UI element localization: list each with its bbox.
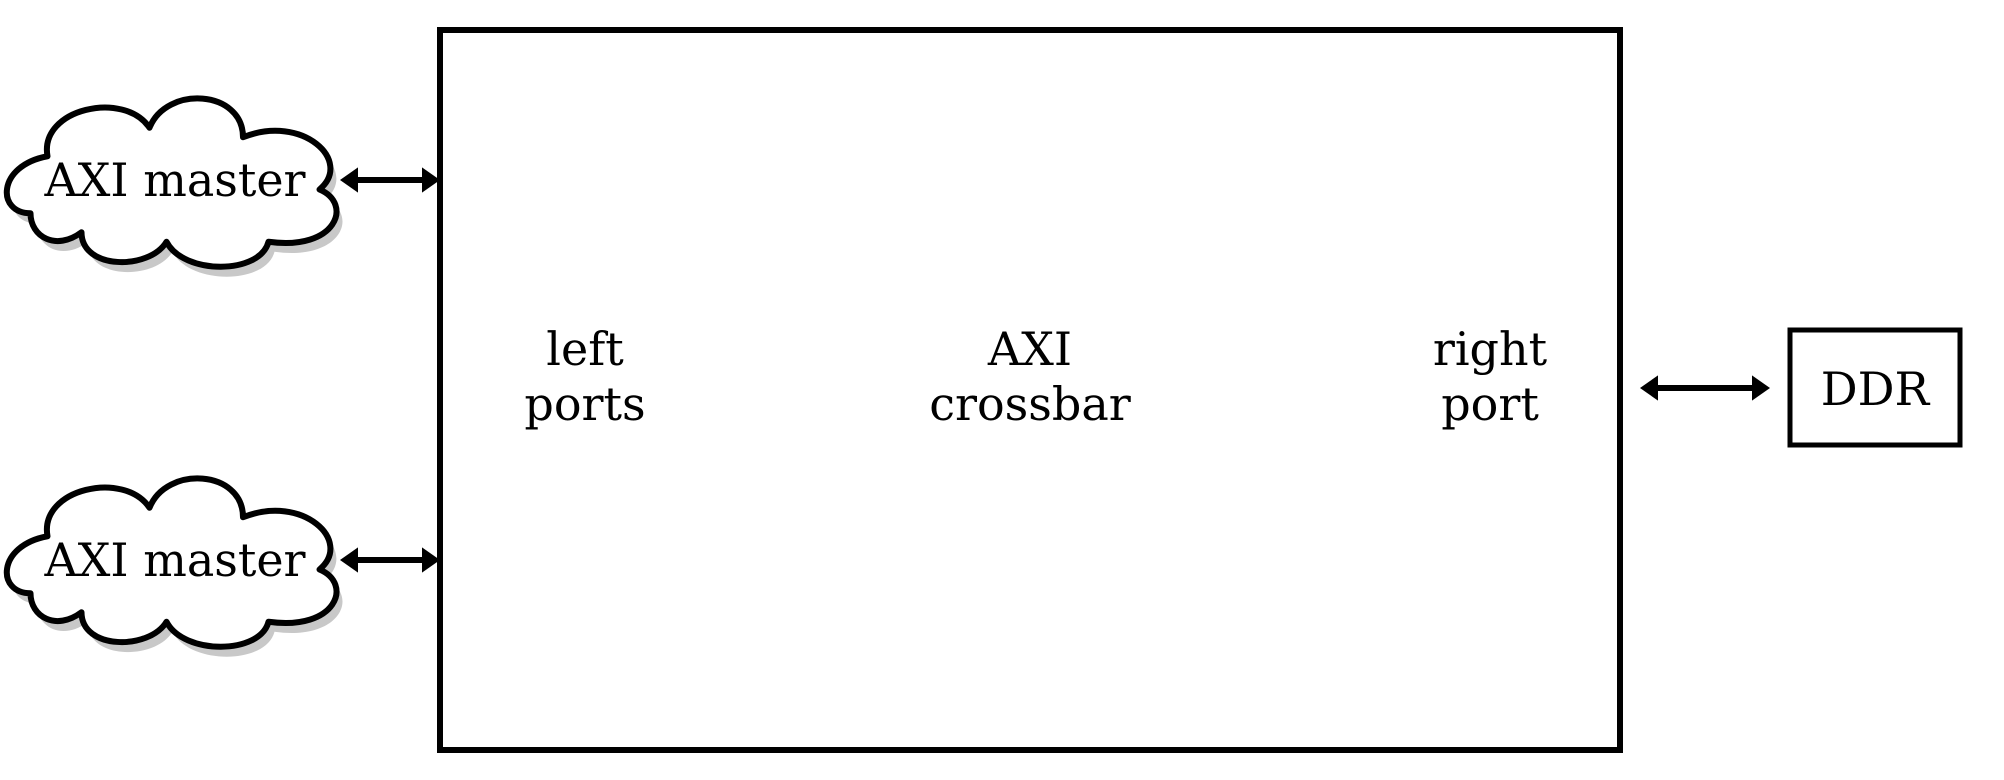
arrowhead-left <box>340 547 358 572</box>
axi-master-label: AXI master <box>43 153 305 207</box>
crossbar-label-2: crossbar <box>929 377 1131 431</box>
left-ports-label: left <box>546 322 624 376</box>
crossbar-label: AXI <box>987 322 1072 376</box>
axi-master-label: AXI master <box>43 533 305 587</box>
ddr-label: DDR <box>1821 362 1931 416</box>
right-port-label: right <box>1433 322 1548 376</box>
arrowhead-left <box>340 167 358 192</box>
arrowhead-right <box>1752 375 1770 400</box>
right-port-label-2: port <box>1441 377 1539 431</box>
arrowhead-left <box>1640 375 1658 400</box>
left-ports-label-2: ports <box>524 377 645 431</box>
